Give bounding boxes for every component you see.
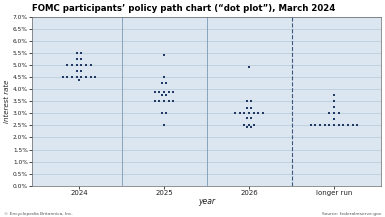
Text: FOMC participants’ policy path chart (“dot plot”), March 2024: FOMC participants’ policy path chart (“d… — [32, 4, 336, 13]
X-axis label: year: year — [198, 197, 215, 206]
Y-axis label: interest rate: interest rate — [4, 80, 10, 123]
Text: Source: federalreserve.gov: Source: federalreserve.gov — [322, 212, 381, 216]
Text: © Encyclopedia Britannica, Inc.: © Encyclopedia Britannica, Inc. — [4, 212, 73, 216]
